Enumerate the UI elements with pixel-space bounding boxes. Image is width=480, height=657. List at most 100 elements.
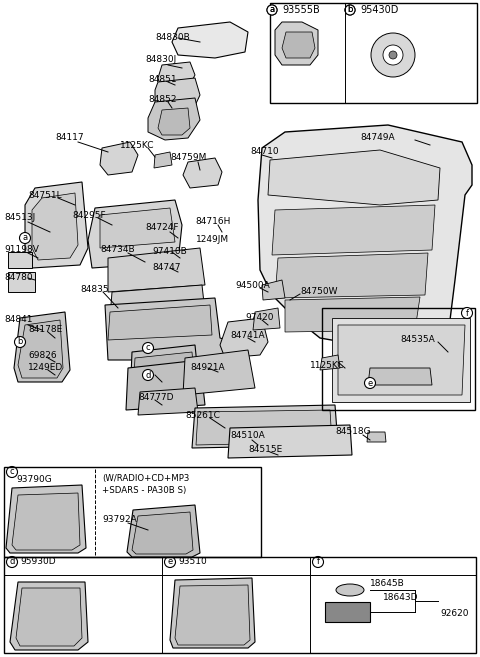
Polygon shape (320, 355, 340, 370)
Text: 18645B: 18645B (370, 579, 405, 587)
Text: 84747: 84747 (152, 263, 180, 273)
Bar (270, 3, 477, 103)
Polygon shape (220, 318, 268, 358)
Polygon shape (228, 425, 352, 458)
Text: 92620: 92620 (440, 608, 468, 618)
Circle shape (143, 342, 154, 353)
Polygon shape (332, 318, 470, 402)
Text: 84830J: 84830J (145, 55, 176, 64)
Text: 84513J: 84513J (4, 214, 35, 223)
Circle shape (364, 378, 375, 388)
Polygon shape (170, 578, 255, 648)
Polygon shape (126, 360, 205, 410)
Polygon shape (192, 405, 338, 448)
Polygon shape (262, 280, 285, 300)
Ellipse shape (336, 584, 364, 596)
Bar (325, 602, 370, 622)
Text: 84921A: 84921A (190, 363, 225, 373)
Text: 84535A: 84535A (400, 336, 435, 344)
Text: (W/RADIO+CD+MP3: (W/RADIO+CD+MP3 (102, 474, 190, 482)
Polygon shape (8, 252, 32, 268)
Polygon shape (158, 62, 195, 90)
Text: f: f (316, 558, 320, 566)
Text: 93790G: 93790G (16, 476, 52, 484)
Polygon shape (268, 150, 440, 205)
Text: 84749A: 84749A (360, 133, 395, 143)
Text: 93510: 93510 (178, 558, 207, 566)
Text: d: d (145, 371, 151, 380)
Polygon shape (110, 285, 205, 318)
Polygon shape (108, 248, 205, 292)
Text: 84780: 84780 (4, 273, 33, 283)
Text: 84724F: 84724F (145, 223, 179, 233)
Circle shape (383, 45, 403, 65)
Polygon shape (196, 410, 332, 445)
Polygon shape (130, 345, 200, 400)
Polygon shape (367, 432, 386, 442)
Polygon shape (100, 142, 138, 175)
Polygon shape (253, 308, 280, 330)
Polygon shape (282, 32, 315, 58)
Text: 84851: 84851 (148, 76, 177, 85)
Polygon shape (127, 505, 200, 557)
Polygon shape (285, 297, 420, 332)
Text: 91198V: 91198V (4, 246, 39, 254)
Circle shape (14, 336, 25, 348)
Text: 1125KC: 1125KC (310, 361, 345, 369)
Text: 1125KC: 1125KC (120, 141, 155, 150)
Polygon shape (10, 582, 88, 650)
Polygon shape (12, 493, 80, 550)
Text: 95430D: 95430D (360, 5, 398, 15)
Text: 69826: 69826 (28, 350, 57, 359)
Text: 93555B: 93555B (282, 5, 320, 15)
Text: e: e (367, 378, 372, 388)
Text: 95930D: 95930D (20, 558, 56, 566)
Text: b: b (17, 338, 23, 346)
Text: a: a (269, 5, 275, 14)
Circle shape (312, 556, 324, 568)
Text: b: b (348, 5, 353, 14)
Circle shape (20, 233, 31, 244)
Polygon shape (133, 352, 195, 395)
Circle shape (267, 5, 277, 15)
Text: c: c (146, 344, 150, 353)
Text: 93792A: 93792A (102, 516, 137, 524)
Circle shape (461, 307, 472, 319)
Text: 94500A: 94500A (235, 281, 270, 290)
Polygon shape (88, 200, 182, 268)
Text: 1249ED: 1249ED (28, 363, 63, 373)
Text: d: d (9, 558, 15, 566)
Circle shape (389, 51, 397, 59)
Circle shape (267, 5, 277, 15)
Polygon shape (175, 585, 250, 645)
Polygon shape (368, 368, 432, 385)
Text: 84178E: 84178E (28, 325, 62, 334)
Text: c: c (10, 468, 14, 476)
Bar (4, 467, 261, 557)
Text: f: f (466, 309, 468, 317)
Polygon shape (272, 205, 435, 255)
Text: 84750W: 84750W (300, 288, 337, 296)
Bar (322, 308, 475, 410)
Circle shape (7, 466, 17, 478)
Circle shape (143, 369, 154, 380)
Polygon shape (132, 512, 193, 554)
Polygon shape (275, 253, 428, 298)
Circle shape (7, 556, 17, 568)
Text: +SDARS - PA30B S): +SDARS - PA30B S) (102, 486, 186, 495)
Text: 84759M: 84759M (170, 154, 206, 162)
Text: 84710: 84710 (250, 148, 278, 156)
Polygon shape (14, 312, 70, 382)
Text: 85261C: 85261C (185, 411, 220, 420)
Text: 84841: 84841 (4, 315, 33, 325)
Polygon shape (172, 22, 248, 58)
Polygon shape (183, 158, 222, 188)
Polygon shape (154, 152, 172, 168)
Polygon shape (8, 272, 35, 292)
Polygon shape (18, 320, 63, 378)
Polygon shape (158, 108, 190, 135)
Polygon shape (105, 298, 248, 360)
Text: 84295F: 84295F (72, 210, 106, 219)
Text: e: e (168, 558, 173, 566)
Text: 84835: 84835 (80, 286, 108, 294)
